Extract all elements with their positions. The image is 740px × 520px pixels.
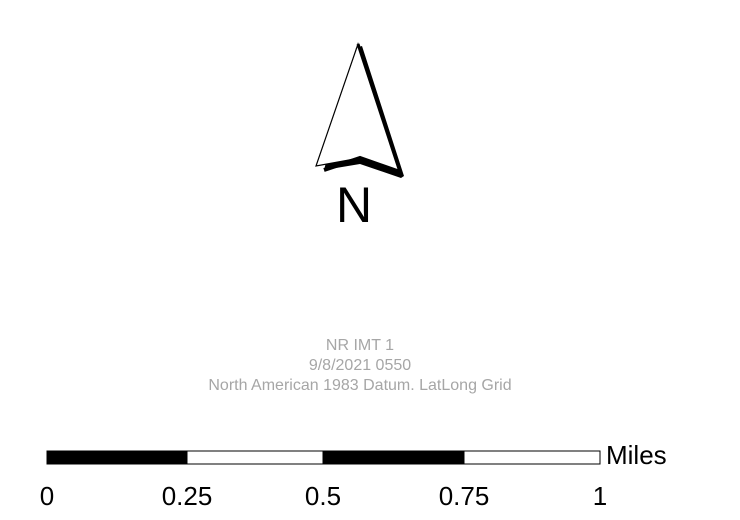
map-datetime: 9/8/2021 0550 [308,357,412,374]
map-title: NR IMT 1 [325,337,395,354]
scale-tick-label: 1 [592,481,608,511]
map-datum: North American 1983 Datum. LatLong Grid [208,377,512,394]
north-arrow-icon [300,38,420,188]
scale-segment-2 [186,450,324,465]
scale-segment-4 [463,450,601,465]
scale-bar [0,430,740,520]
scale-tick-label: 0 [39,481,55,511]
scale-tick-label: 0.5 [304,481,342,511]
map-info: NR IMT 1 9/8/2021 0550 North American 19… [0,336,720,396]
scale-segment-3 [322,450,465,465]
scale-tick-label: 0.75 [438,481,490,511]
scale-tick-label: 0.25 [161,481,213,511]
scale-units-label: Miles [606,440,667,470]
north-letter: N [335,177,373,233]
scale-segment-1 [46,450,188,465]
